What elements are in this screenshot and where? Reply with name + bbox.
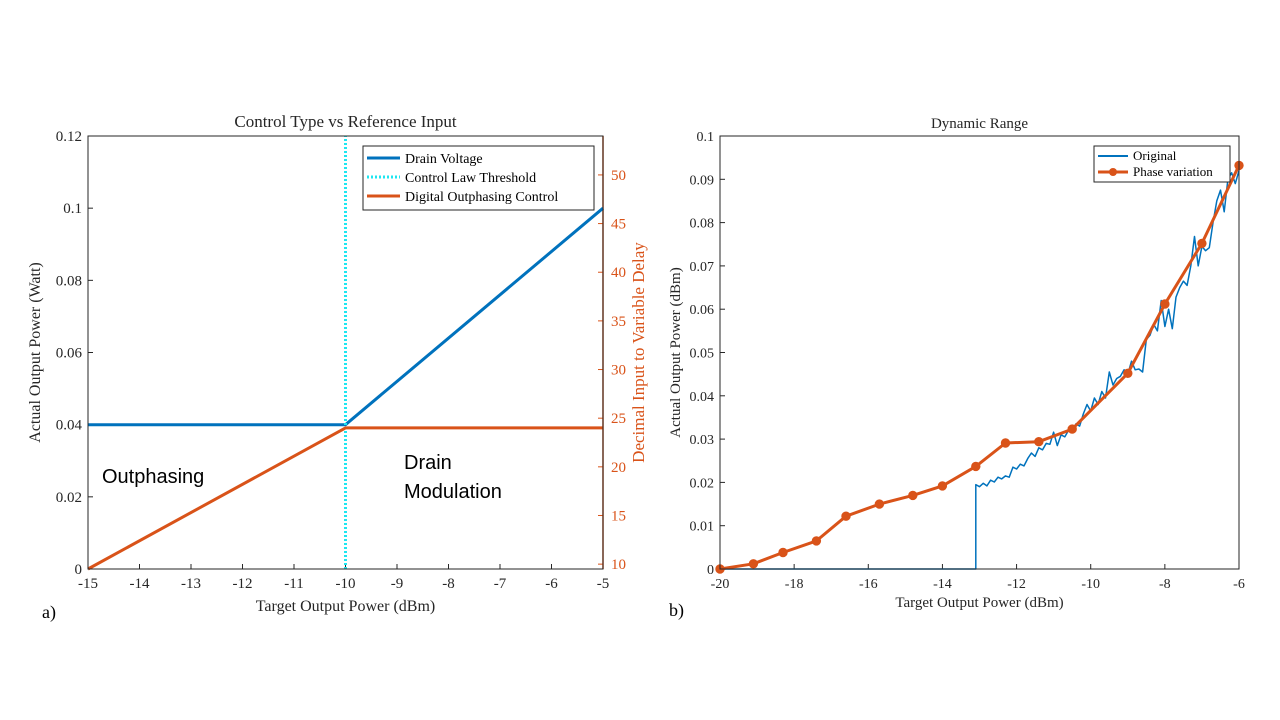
chart-a-y2-tick-label: 10 — [611, 557, 626, 573]
annotation-modulation: Modulation — [404, 481, 502, 503]
chart-a-x-tick-label: -9 — [391, 576, 404, 592]
chart-a-y-tick-label: 0.02 — [56, 490, 82, 506]
chart-b-y-tick-label: 0.03 — [690, 433, 715, 448]
chart-b-y-tick-label: 0.08 — [690, 217, 715, 232]
data-point-phase-variation — [874, 499, 885, 509]
annotation-drain: Drain — [404, 452, 452, 474]
legend-label-drain-voltage: Drain Voltage — [405, 152, 483, 167]
chart-a-x-tick-label: -6 — [545, 576, 558, 592]
chart-a-x-tick-label: -10 — [336, 576, 356, 592]
series-line-phase-variation — [719, 164, 1241, 571]
legend-marker-phase-variation — [1109, 168, 1117, 176]
chart-a-y-tick-label: 0.08 — [56, 273, 82, 289]
chart-b-y-tick-label: 0.07 — [690, 260, 715, 275]
data-point-phase-variation — [971, 461, 981, 472]
chart-b-y-tick-label: 0.01 — [690, 520, 715, 535]
chart-b-legend: Original Phase variation — [1093, 145, 1231, 183]
chart-a-y2label: Decimal Input to Variable Delay — [629, 242, 648, 463]
chart-a-y-tick-label: 0 — [75, 562, 83, 578]
chart-a-frame — [87, 135, 604, 570]
data-point-phase-variation — [1160, 299, 1170, 309]
chart-b-ylabel: Actual Output Power (dBm) — [668, 267, 684, 437]
data-point-phase-variation — [1067, 424, 1077, 434]
chart-b-y-tick-label: 0 — [707, 563, 714, 578]
chart-a-panel-label: a) — [42, 602, 56, 623]
chart-b-frame — [719, 135, 1240, 570]
chart-b-title: Dynamic Range — [931, 116, 1028, 132]
chart-a-y2-tick-label: 15 — [611, 508, 626, 524]
chart-b-xlabel: Target Output Power (dBm) — [895, 595, 1063, 611]
chart-a-x-tick-label: -7 — [494, 576, 507, 592]
chart-a-x-tick-label: -14 — [130, 576, 150, 592]
chart-b-panel-label: b) — [669, 600, 684, 621]
chart-b-x-tick-label: -12 — [1007, 577, 1026, 592]
chart-a-y-tick-label: 0.06 — [56, 346, 83, 362]
data-point-phase-variation — [1123, 368, 1133, 378]
legend-label-original: Original — [1133, 148, 1177, 163]
chart-a-y2-tick-label: 40 — [611, 265, 626, 281]
chart-a: -15 -14 -13 -12 -11 -10 -9 -8 -7 -6 -5 0 0.02 0.04 0.0… — [27, 112, 648, 623]
chart-b-y-tick-label: 0.02 — [690, 476, 715, 491]
chart-a-y2-tick-label: 25 — [611, 411, 626, 427]
chart-a-title: Control Type vs Reference Input — [234, 112, 457, 131]
chart-a-y-tick-label: 0.04 — [56, 418, 83, 434]
chart-b-x-tick-label: -16 — [859, 577, 878, 592]
chart-a-x-tick-label: -15 — [78, 576, 98, 592]
chart-b: -20 -18 -16 -14 -12 -10 -8 -6 0 0.01 0.02 0.03 0.04 0… — [668, 116, 1245, 621]
data-point-phase-variation — [841, 511, 851, 521]
chart-b-x-tick-label: -10 — [1081, 577, 1100, 592]
data-point-phase-variation — [778, 547, 788, 558]
chart-a-y2-tick-label: 20 — [611, 460, 626, 476]
chart-b-plot-area — [720, 136, 1239, 569]
chart-a-x-tick-label: -12 — [233, 576, 253, 592]
data-point-phase-variation — [1197, 238, 1207, 249]
annotation-outphasing: Outphasing — [102, 466, 204, 488]
chart-b-y-tick-label: 0.04 — [690, 390, 715, 405]
chart-b-y-tick-label: 0.09 — [690, 173, 715, 188]
chart-a-ylabel: Actual Output Power (Watt) — [27, 262, 44, 442]
chart-a-legend-box — [362, 145, 595, 211]
chart-a-y-tick-label: 0.12 — [56, 129, 82, 145]
chart-b-marks: -20 -18 -16 -14 -12 -10 -8 -6 0 0.01 0.02 0.03 0.04 0… — [690, 130, 1245, 592]
chart-b-x-tick-label: -6 — [1233, 577, 1245, 592]
series-line-original — [720, 170, 1240, 570]
chart-a-y2-tick-label: 35 — [611, 314, 626, 330]
chart-b-y-tick-label: 0.06 — [690, 303, 715, 318]
chart-a-y2-tick-label: 50 — [611, 168, 626, 184]
chart-b-y-tick-label: 0.05 — [690, 347, 715, 362]
data-point-phase-variation — [1000, 438, 1011, 448]
chart-a-x-tick-label: -8 — [442, 576, 455, 592]
data-point-phase-variation — [811, 536, 822, 546]
chart-a-x-tick-label: -5 — [597, 576, 610, 592]
chart-a-x-tick-label: -11 — [284, 576, 303, 592]
legend-label-control-law-threshold: Control Law Threshold — [405, 171, 536, 186]
legend-label-digital-outphasing-control: Digital Outphasing Control — [405, 190, 558, 205]
chart-a-y2-tick-label: 30 — [611, 363, 626, 379]
chart-a-y-tick-label: 0.1 — [63, 201, 82, 217]
chart-a-y2-tick-label: 45 — [611, 217, 626, 233]
chart-a-x-tick-label: -13 — [181, 576, 201, 592]
chart-a-xlabel: Target Output Power (dBm) — [256, 598, 435, 615]
data-point-phase-variation — [1034, 437, 1044, 447]
legend-label-phase-variation: Phase variation — [1133, 164, 1213, 179]
series-line-digital-outphasing-control — [87, 426, 603, 571]
chart-b-x-tick-label: -14 — [933, 577, 952, 592]
chart-b-x-tick-label: -18 — [785, 577, 804, 592]
data-point-phase-variation — [937, 481, 948, 491]
chart-b-legend-box — [1093, 145, 1231, 183]
chart-b-x-tick-label: -20 — [711, 577, 730, 592]
data-point-phase-variation — [748, 559, 759, 569]
chart-b-x-tick-label: -8 — [1159, 577, 1171, 592]
chart-a-legend: Drain Voltage Control Law Threshold Digi… — [362, 145, 595, 211]
chart-b-y-tick-label: 0.1 — [697, 130, 715, 145]
data-point-phase-variation — [908, 490, 918, 501]
